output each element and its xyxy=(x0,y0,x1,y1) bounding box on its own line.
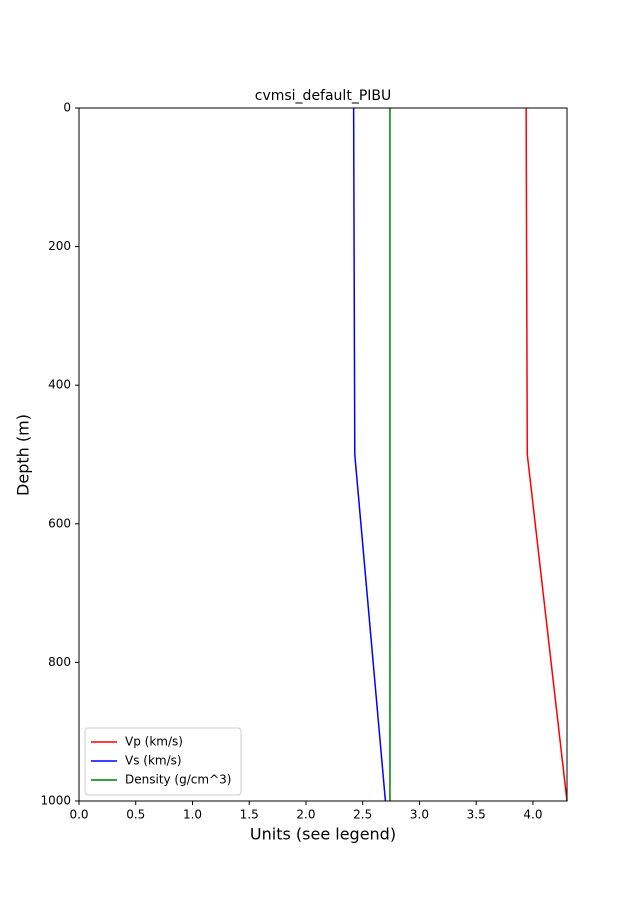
y-tick-label: 1000 xyxy=(40,794,71,808)
y-tick-label: 400 xyxy=(48,378,71,392)
y-tick-label: 200 xyxy=(48,239,71,253)
x-tick-label: 1.5 xyxy=(240,808,259,822)
x-tick-label: 0.0 xyxy=(69,808,88,822)
legend-label: Vp (km/s) xyxy=(125,735,183,749)
x-tick-label: 4.0 xyxy=(523,808,542,822)
x-tick-label: 2.0 xyxy=(296,808,315,822)
y-tick-label: 0 xyxy=(63,101,71,115)
y-axis-label: Depth (m) xyxy=(14,414,33,496)
x-axis-label: Units (see legend) xyxy=(250,825,396,844)
x-tick-label: 2.5 xyxy=(353,808,372,822)
plot-frame xyxy=(78,107,568,802)
legend-label: Vs (km/s) xyxy=(125,754,182,768)
legend-box xyxy=(84,727,242,796)
y-tick-label: 800 xyxy=(48,655,71,669)
legend-label: Density (g/cm^3) xyxy=(125,773,231,787)
series-line xyxy=(525,107,568,802)
x-tick-label: 0.5 xyxy=(126,808,145,822)
x-tick-label: 1.0 xyxy=(183,808,202,822)
x-tick-label: 3.0 xyxy=(410,808,429,822)
chart-title: cvmsi_default_PIBU xyxy=(255,88,392,104)
y-tick-label: 600 xyxy=(48,516,71,530)
x-tick-label: 3.5 xyxy=(467,808,486,822)
series-line xyxy=(352,107,387,802)
